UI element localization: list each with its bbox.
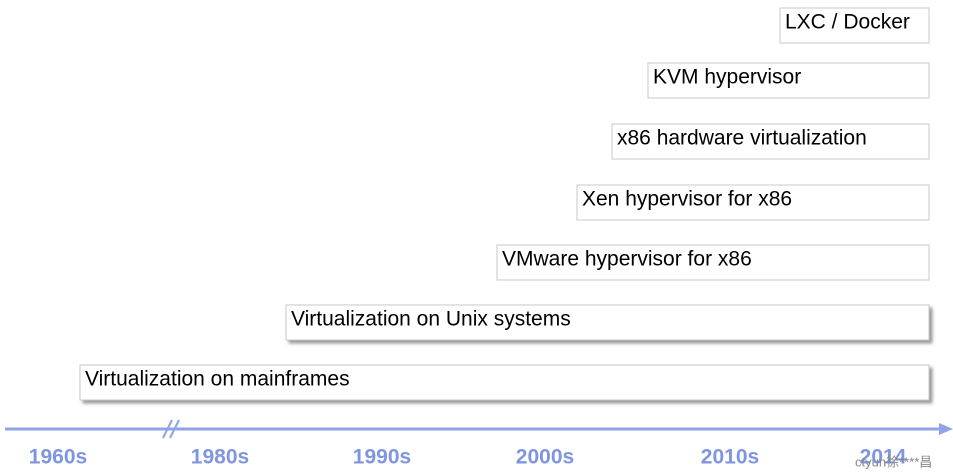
item-box: [576, 184, 930, 221]
item-box: [611, 123, 930, 160]
item-box: [647, 62, 930, 99]
item-label: x86 hardware virtualization: [617, 127, 867, 150]
item-box: [779, 7, 930, 44]
item-label: LXC / Docker: [785, 11, 910, 34]
item-box: [285, 304, 930, 341]
era-label: 2014: [860, 446, 907, 469]
watermark: ctyun徐****昌: [855, 454, 932, 469]
timeline-item: Xen hypervisor for x86: [576, 184, 930, 221]
axis-arrow: [939, 423, 953, 435]
item-label: Virtualization on mainframes: [85, 368, 350, 391]
axis-break: [162, 419, 180, 439]
item-box: [496, 244, 930, 281]
timeline-item: VMware hypervisor for x86: [496, 244, 930, 281]
era-label: 2010s: [701, 446, 759, 469]
timeline-item: KVM hypervisor: [647, 62, 930, 99]
item-label: VMware hypervisor for x86: [502, 248, 752, 271]
timeline-item: LXC / Docker: [779, 7, 930, 44]
era-label: 1990s: [353, 446, 411, 469]
era-label: 1980s: [191, 446, 249, 469]
era-label: 2000s: [516, 446, 574, 469]
item-box: [79, 364, 930, 401]
item-label: Virtualization on Unix systems: [291, 308, 571, 331]
item-label: Xen hypervisor for x86: [582, 188, 792, 211]
timeline-item: Virtualization on Unix systems: [285, 304, 930, 341]
era-label: 1960s: [29, 446, 87, 469]
timeline-item: x86 hardware virtualization: [611, 123, 930, 160]
timeline-item: Virtualization on mainframes: [79, 364, 930, 401]
item-label: KVM hypervisor: [653, 66, 801, 89]
